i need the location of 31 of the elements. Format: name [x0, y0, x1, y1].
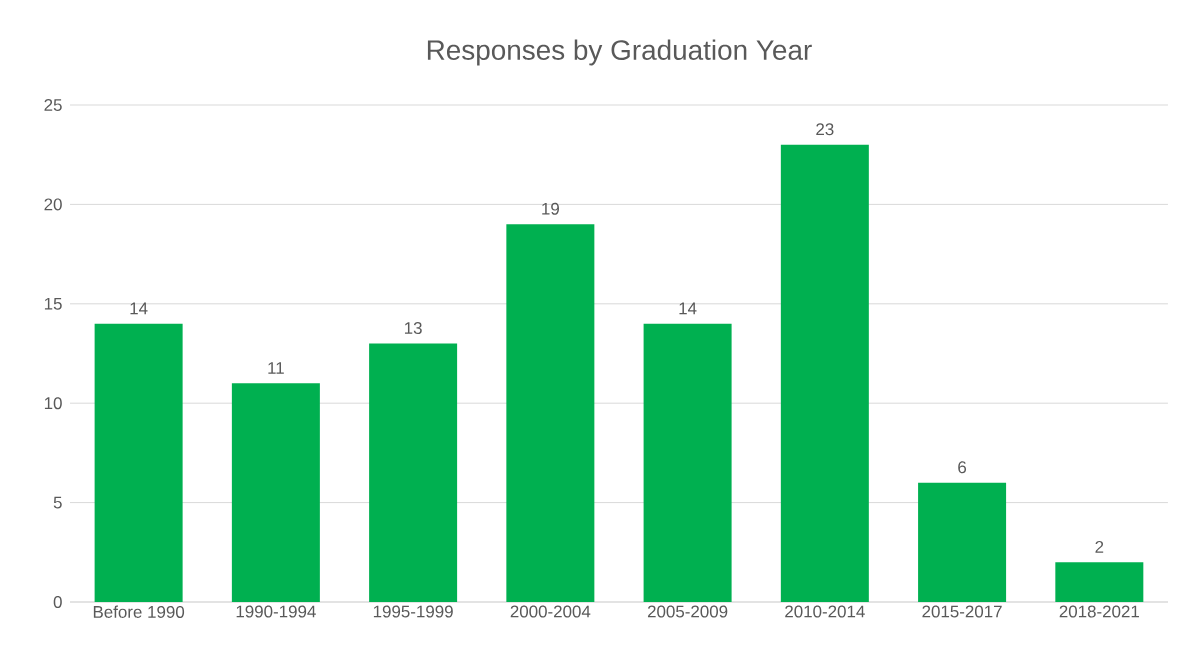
x-tick-label: 2000-2004 [510, 605, 591, 618]
y-tick-label: 25 [44, 99, 62, 111]
y-tick-label: 10 [44, 397, 62, 410]
y-tick-label: 0 [53, 596, 62, 608]
x-tick-label: 1990-1994 [236, 605, 316, 618]
bar [506, 224, 595, 602]
data-label: 14 [679, 302, 697, 315]
x-tick-label: 2005-2009 [647, 605, 728, 618]
x-tick-label: 1995-1999 [373, 605, 453, 618]
y-tick-label: 15 [44, 297, 62, 310]
data-label: 6 [958, 461, 967, 474]
x-tick-label: 2018-2021 [1059, 605, 1139, 618]
data-label: 19 [542, 202, 559, 215]
bar [918, 482, 1007, 602]
data-label: 11 [268, 362, 284, 374]
bar [231, 383, 320, 602]
data-label: 14 [130, 302, 148, 315]
bar [369, 343, 458, 602]
y-tick-label: 5 [53, 496, 62, 509]
bar [643, 323, 732, 602]
x-tick-label: Before 1990 [93, 605, 185, 618]
data-label: 23 [816, 123, 834, 136]
x-tick-label: 2010-2014 [785, 605, 865, 618]
bar [1055, 562, 1144, 602]
bar [94, 323, 183, 602]
data-label: 13 [404, 322, 422, 335]
bar [780, 144, 869, 602]
chart-title: Responses by Graduation Year [427, 39, 812, 66]
x-tick-label: 2015-2017 [922, 605, 1002, 618]
y-tick-label: 20 [44, 198, 62, 211]
data-label: 2 [1095, 540, 1104, 553]
